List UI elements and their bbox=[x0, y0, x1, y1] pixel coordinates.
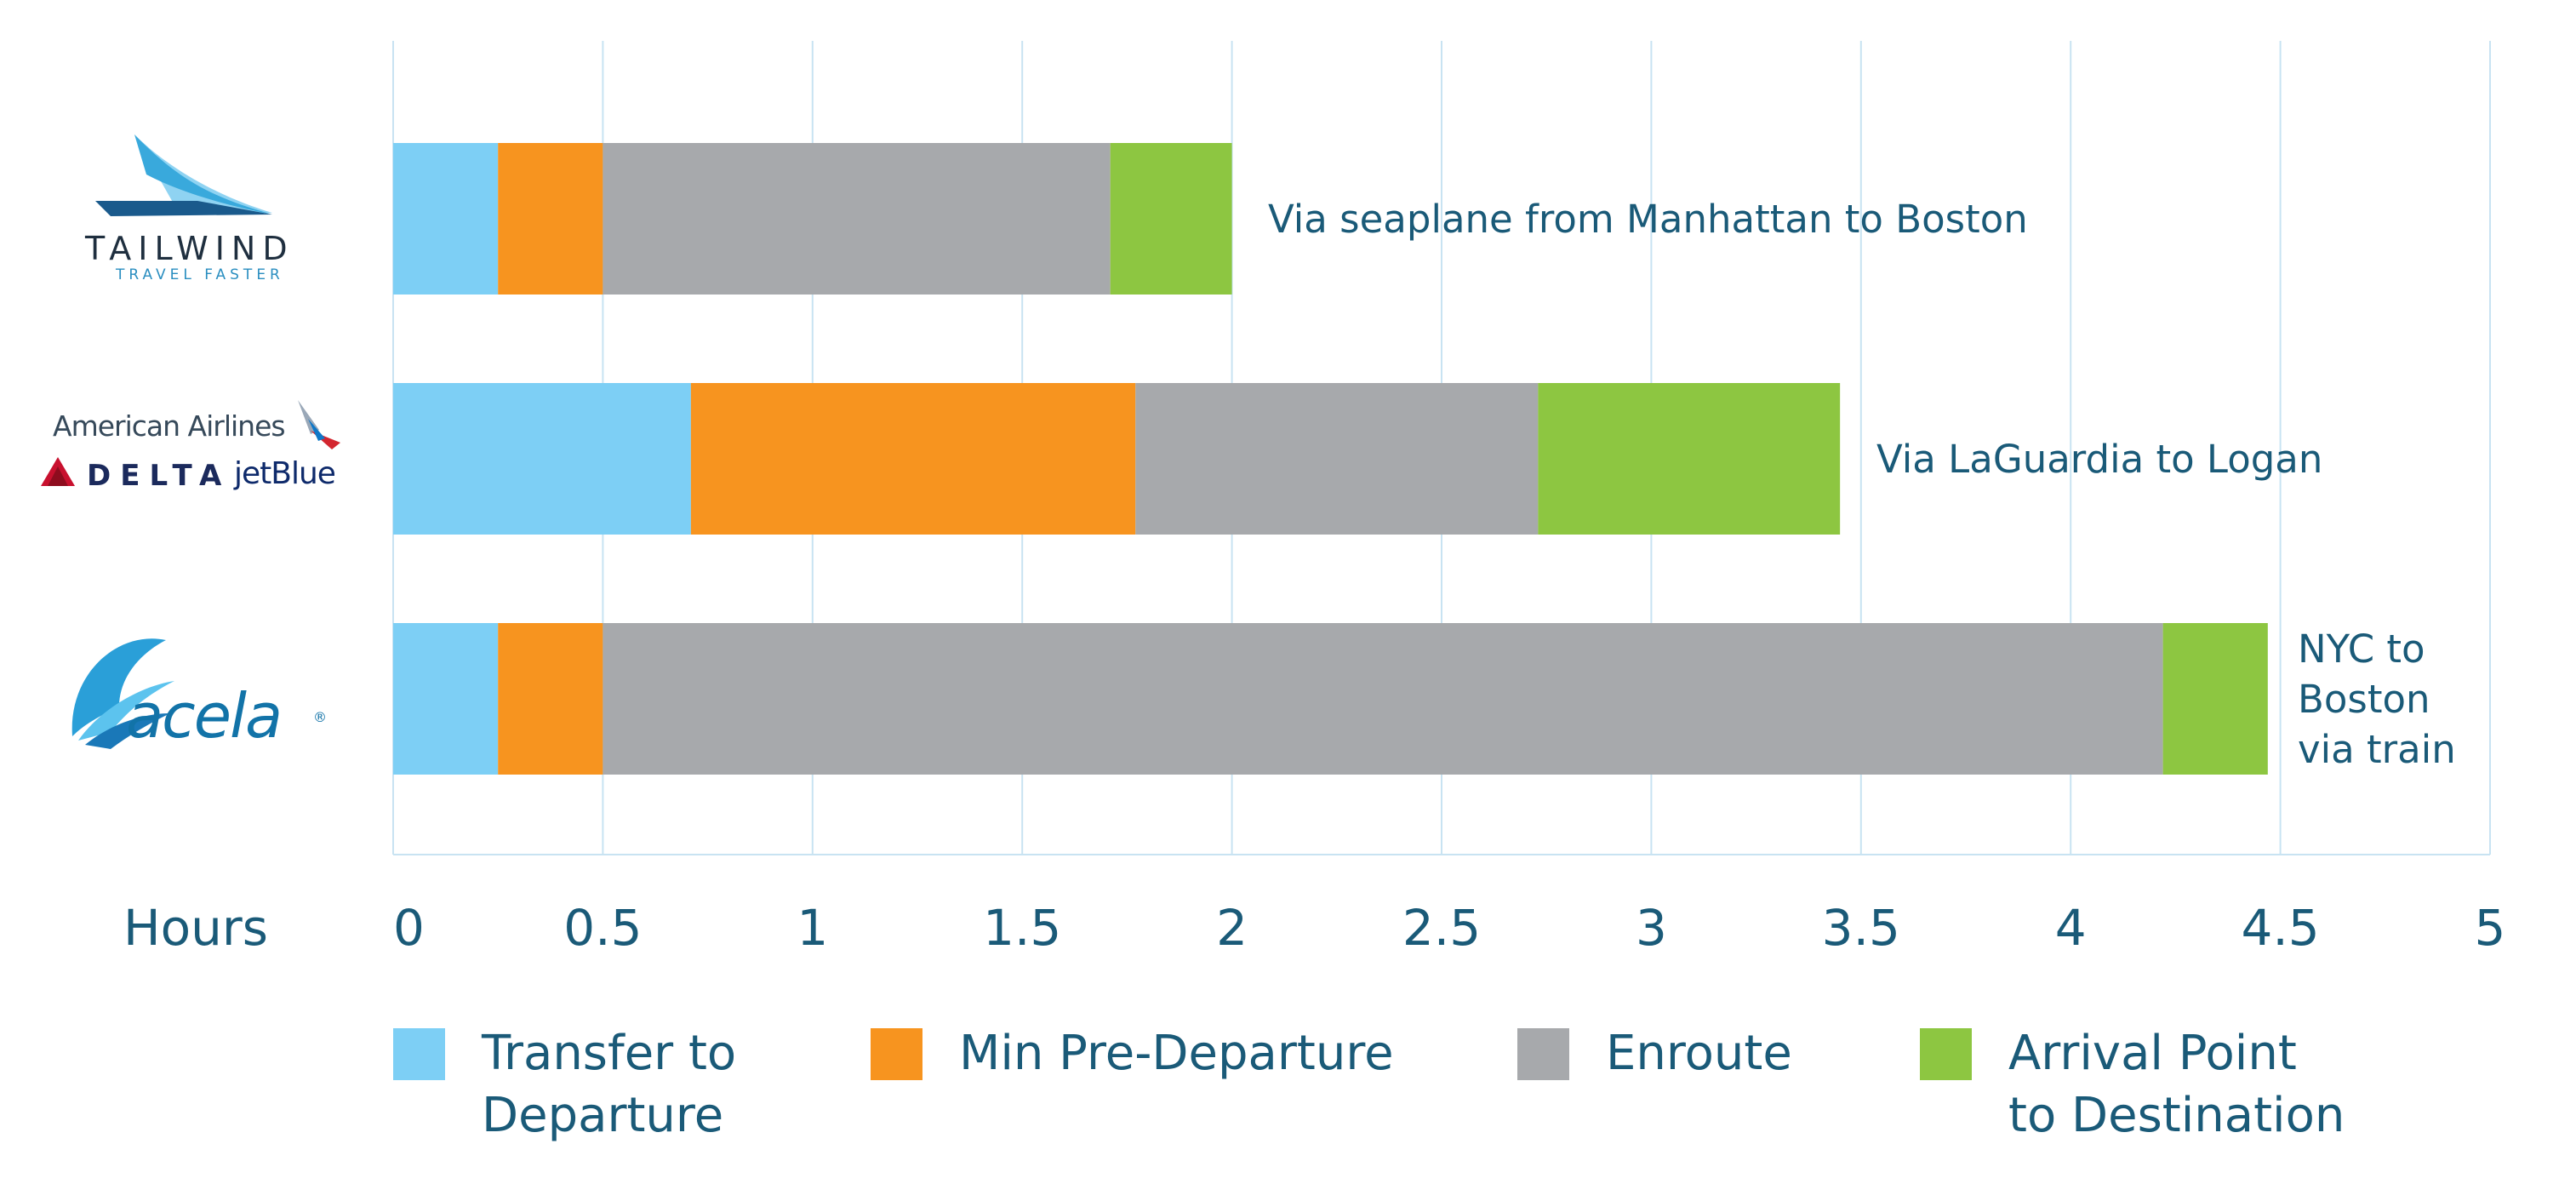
bar-segment bbox=[498, 143, 603, 295]
bar-annotation: NYC to bbox=[2298, 626, 2425, 672]
legend-swatch bbox=[1920, 1028, 1972, 1080]
bar-segment bbox=[393, 383, 691, 535]
bar-segment bbox=[603, 143, 1111, 295]
logo-tailwind: TAILWIND TRAVEL FASTER bbox=[84, 134, 294, 283]
logo-acela: acela ® bbox=[71, 638, 327, 752]
x-tick-label: 2.5 bbox=[1402, 899, 1481, 957]
bar-segment bbox=[1538, 383, 1841, 535]
legend-label: Arrival Point bbox=[2008, 1026, 2297, 1081]
bar-segment bbox=[690, 383, 1136, 535]
x-axis-label: Hours bbox=[123, 899, 268, 957]
jetblue-wordmark: jetBlue bbox=[233, 456, 335, 491]
legend-label: Transfer to bbox=[481, 1026, 736, 1081]
acela-registered-mark: ® bbox=[313, 709, 327, 725]
tailwind-wordmark: TAILWIND bbox=[84, 230, 294, 267]
bar-segment bbox=[393, 143, 499, 295]
bar-annotation: Boston bbox=[2298, 677, 2430, 722]
x-tick-label: 4 bbox=[2055, 899, 2087, 957]
x-tick-label: 2 bbox=[1216, 899, 1248, 957]
bar-segment bbox=[603, 623, 2163, 775]
legend-swatch bbox=[1517, 1028, 1569, 1080]
legend-swatch bbox=[871, 1028, 922, 1080]
x-tick-label: 1.5 bbox=[983, 899, 1061, 957]
annotations: Via seaplane from Manhattan to Boston Via… bbox=[1268, 197, 2456, 772]
bar-annotation: via train bbox=[2298, 727, 2456, 772]
delta-icon bbox=[41, 457, 75, 486]
legend-label: Min Pre-Departure bbox=[959, 1026, 1394, 1081]
x-tick-label: 1 bbox=[797, 899, 828, 957]
bar-segment bbox=[1110, 143, 1232, 295]
x-axis-ticks: 0 0.5 1 1.5 2 2.5 3 3.5 4 4.5 5 bbox=[393, 899, 2505, 957]
delta-wordmark: DELTA bbox=[87, 459, 231, 493]
legend-label: Departure bbox=[482, 1088, 723, 1143]
tailwind-tagline: TRAVEL FASTER bbox=[115, 266, 284, 283]
bars bbox=[393, 143, 2268, 775]
american-airlines-wordmark: American Airlines bbox=[53, 409, 285, 443]
x-tick-label: 5 bbox=[2475, 899, 2506, 957]
sail-icon bbox=[95, 134, 272, 216]
bar-segment bbox=[1135, 383, 1539, 535]
american-airlines-icon bbox=[298, 400, 340, 449]
bar-segment bbox=[498, 623, 603, 775]
legend-swatch bbox=[393, 1028, 445, 1080]
acela-wordmark: acela bbox=[126, 680, 281, 752]
legend: Transfer to Departure Min Pre-Departure Enr… bbox=[393, 1026, 2345, 1143]
bar-annotation: Via LaGuardia to Logan bbox=[1876, 437, 2322, 482]
x-tick-label: 4.5 bbox=[2241, 899, 2319, 957]
bar-segment bbox=[2162, 623, 2268, 775]
x-tick-label: 3.5 bbox=[1822, 899, 1900, 957]
bar-annotation: Via seaplane from Manhattan to Boston bbox=[1268, 197, 2028, 242]
logo-airlines: American Airlines DELTA jetBlue bbox=[41, 400, 340, 493]
x-tick-label: 0.5 bbox=[563, 899, 642, 957]
bar-segment bbox=[393, 623, 499, 775]
x-tick-label: 3 bbox=[1636, 899, 1667, 957]
legend-label: Enroute bbox=[1606, 1026, 1792, 1081]
x-tick-label: 0 bbox=[393, 899, 425, 957]
wing-icon bbox=[71, 638, 174, 749]
legend-label: to Destination bbox=[2008, 1088, 2345, 1143]
